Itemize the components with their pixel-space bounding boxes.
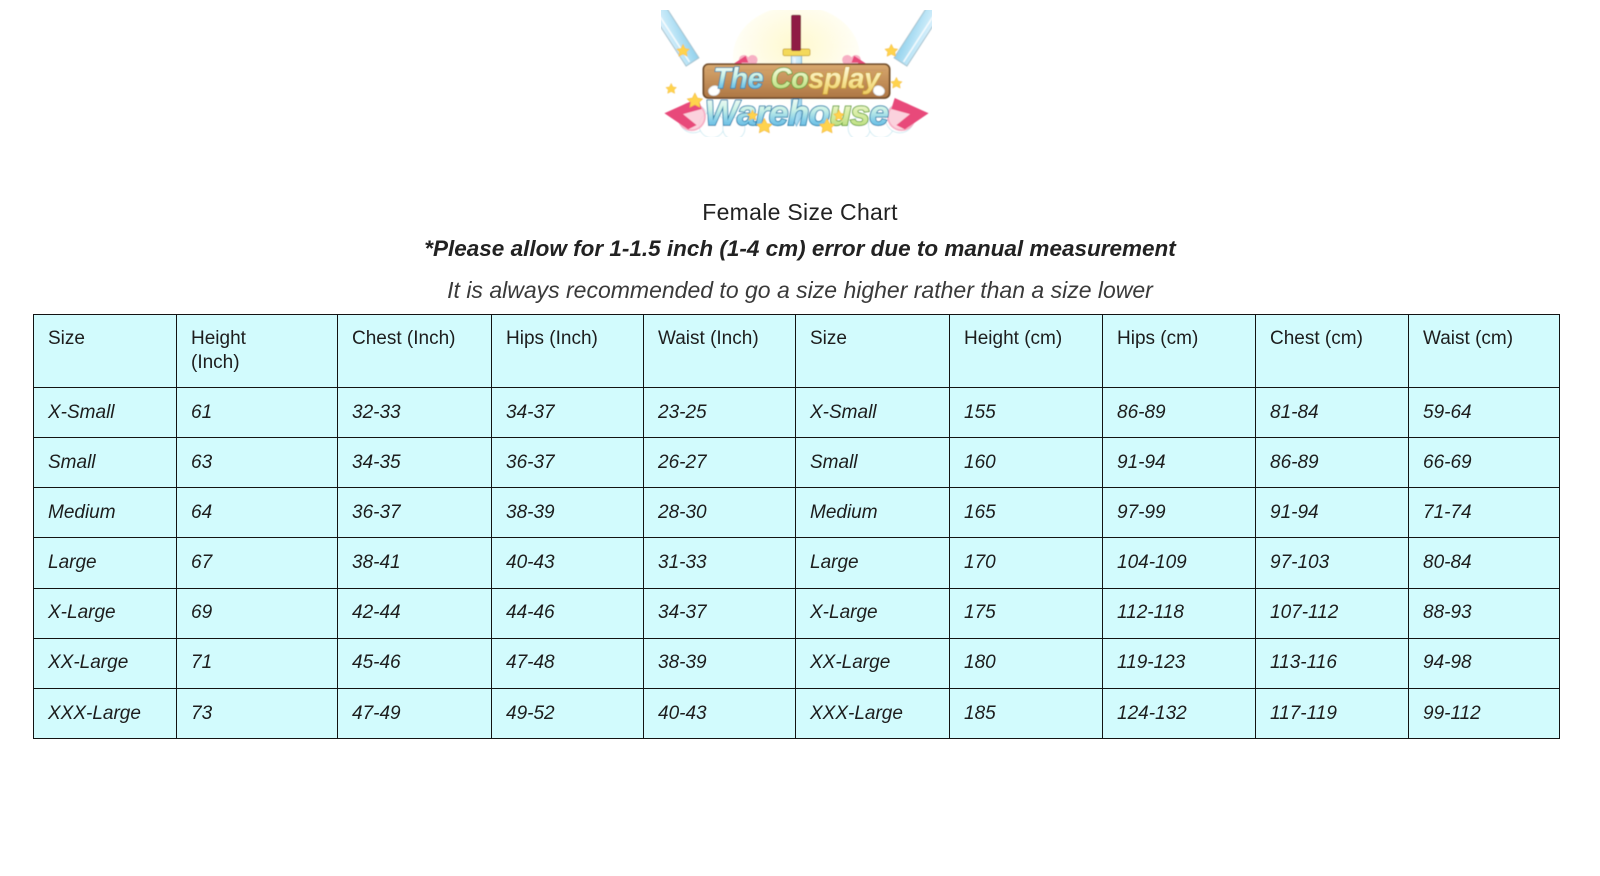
svg-text:The Cosplay: The Cosplay	[713, 63, 882, 95]
svg-text:Warehouse: Warehouse	[705, 93, 888, 133]
